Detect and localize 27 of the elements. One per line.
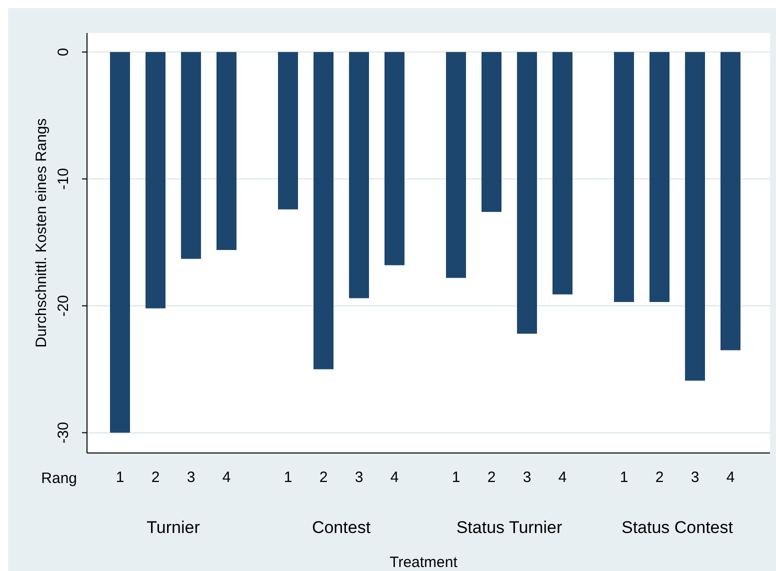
x-tick-label: 1 <box>284 469 292 486</box>
x-axis-title: Treatment <box>390 554 458 571</box>
x-tick-label: 3 <box>354 469 364 486</box>
x-tick-label: 1 <box>452 469 460 486</box>
x-tick-label: 4 <box>222 469 231 486</box>
y-tick-label: -10 <box>55 168 72 190</box>
x-tick-label: 3 <box>186 469 196 486</box>
y-tick-label: -30 <box>55 422 72 444</box>
x-tick-label: 4 <box>390 469 399 486</box>
x-tick-label: 1 <box>116 469 124 486</box>
text: Rang <box>41 470 77 487</box>
x-tick-label: 4 <box>558 469 567 486</box>
x-tick-label: 3 <box>522 469 532 486</box>
x-tick-label: 3 <box>690 469 700 486</box>
text: Status Turnier <box>456 518 562 537</box>
x-tick-label: 2 <box>319 469 328 486</box>
text: Turnier <box>146 518 200 537</box>
x-tick-label: 4 <box>726 469 735 486</box>
y-tick-label: 0 <box>55 48 72 56</box>
y-axis-title: Durchschnittl. Kosten eines Rangs <box>33 118 50 348</box>
x-tick-label: 2 <box>487 469 496 486</box>
y-tick-label: -20 <box>55 294 72 317</box>
x-tick-label: 1 <box>620 469 628 486</box>
x-tick-label: 2 <box>151 469 160 486</box>
x-tick-label: 2 <box>655 469 664 486</box>
text: Status Contest <box>621 518 734 537</box>
text: Contest <box>312 518 371 537</box>
